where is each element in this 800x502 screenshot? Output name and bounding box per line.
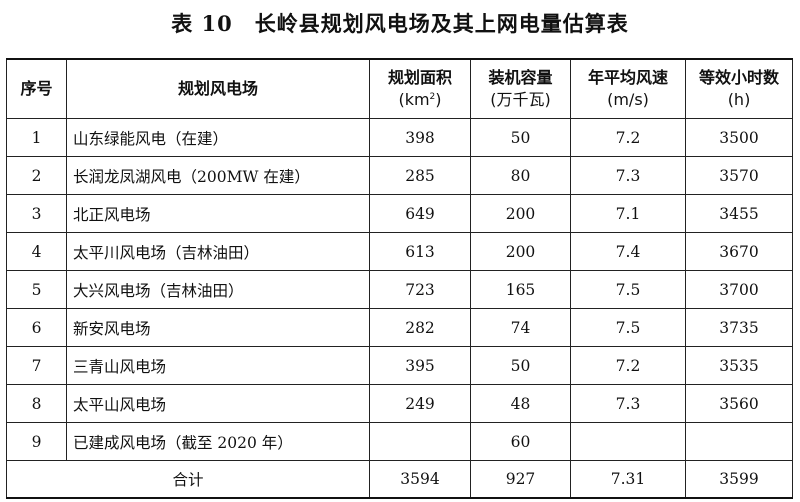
cell-capacity: 50	[470, 346, 571, 385]
cell-wind: 7.1	[570, 194, 686, 233]
cell-capacity: 48	[470, 384, 571, 423]
cell-no: 9	[6, 422, 67, 461]
cell-hours: 3570	[685, 156, 793, 195]
cell-capacity: 60	[470, 422, 571, 461]
cell-wind	[570, 422, 686, 461]
cell-area	[369, 422, 471, 461]
table-row: 6 新安风电场 282 74 7.5 3735	[6, 308, 793, 347]
total-hours: 3599	[685, 460, 793, 499]
cell-hours: 3700	[685, 270, 793, 309]
table-row: 1 山东绿能风电（在建） 398 50 7.2 3500	[6, 118, 793, 157]
total-capacity: 927	[470, 460, 571, 499]
cell-no: 3	[6, 194, 67, 233]
cell-area: 649	[369, 194, 471, 233]
header-wind: 年平均风速 (m/s)	[570, 58, 686, 119]
cell-no: 5	[6, 270, 67, 309]
cell-area: 285	[369, 156, 471, 195]
cell-area: 249	[369, 384, 471, 423]
table-row: 4 太平川风电场（吉林油田） 613 200 7.4 3670	[6, 232, 793, 271]
cell-name: 北正风电场	[66, 194, 370, 233]
cell-wind: 7.4	[570, 232, 686, 271]
cell-name: 长润龙凤湖风电（200MW 在建）	[66, 156, 370, 195]
cell-wind: 7.3	[570, 156, 686, 195]
cell-name: 大兴风电场（吉林油田）	[66, 270, 370, 309]
cell-capacity: 50	[470, 118, 571, 157]
header-wind-unit: (m/s)	[607, 90, 649, 109]
header-row: 序号 规划风电场 规划面积 (km2) 装机容量 (万千瓦) 年平均风速 (m/…	[6, 58, 793, 119]
cell-no: 1	[6, 118, 67, 157]
total-row: 合计 3594 927 7.31 3599	[6, 460, 793, 499]
table-row: 8 太平山风电场 249 48 7.3 3560	[6, 384, 793, 423]
cell-hours: 3670	[685, 232, 793, 271]
cell-name: 已建成风电场（截至 2020 年）	[66, 422, 370, 461]
cell-capacity: 74	[470, 308, 571, 347]
total-label: 合计	[6, 460, 370, 499]
cell-area: 282	[369, 308, 471, 347]
cell-no: 7	[6, 346, 67, 385]
cell-name: 太平川风电场（吉林油田）	[66, 232, 370, 271]
cell-name: 太平山风电场	[66, 384, 370, 423]
table-number: 表 10	[171, 11, 233, 36]
cell-capacity: 200	[470, 232, 571, 271]
cell-wind: 7.2	[570, 346, 686, 385]
header-name: 规划风电场	[66, 58, 370, 119]
cell-no: 8	[6, 384, 67, 423]
header-capacity-unit: (万千瓦)	[490, 90, 551, 109]
cell-no: 4	[6, 232, 67, 271]
cell-area: 398	[369, 118, 471, 157]
cell-area: 395	[369, 346, 471, 385]
cell-hours: 3560	[685, 384, 793, 423]
table-title: 长岭县规划风电场及其上网电量估算表	[254, 11, 629, 36]
total-area: 3594	[369, 460, 471, 499]
cell-capacity: 165	[470, 270, 571, 309]
cell-hours: 3535	[685, 346, 793, 385]
cell-capacity: 200	[470, 194, 571, 233]
cell-hours	[685, 422, 793, 461]
header-hours: 等效小时数 (h)	[685, 58, 793, 119]
header-area: 规划面积 (km2)	[369, 58, 471, 119]
table-row: 5 大兴风电场（吉林油田） 723 165 7.5 3700	[6, 270, 793, 309]
cell-name: 山东绿能风电（在建）	[66, 118, 370, 157]
wind-farm-table: 序号 规划风电场 规划面积 (km2) 装机容量 (万千瓦) 年平均风速 (m/…	[6, 58, 793, 499]
header-no: 序号	[6, 58, 67, 119]
table-row: 3 北正风电场 649 200 7.1 3455	[6, 194, 793, 233]
cell-area: 723	[369, 270, 471, 309]
cell-wind: 7.2	[570, 118, 686, 157]
cell-wind: 7.3	[570, 384, 686, 423]
cell-wind: 7.5	[570, 270, 686, 309]
table-caption: 表 10 长岭县规划风电场及其上网电量估算表	[0, 6, 800, 42]
header-area-unit: (km2)	[398, 90, 442, 109]
header-hours-unit: (h)	[727, 90, 751, 109]
header-capacity: 装机容量 (万千瓦)	[470, 58, 571, 119]
cell-name: 新安风电场	[66, 308, 370, 347]
cell-no: 6	[6, 308, 67, 347]
cell-wind: 7.5	[570, 308, 686, 347]
cell-hours: 3455	[685, 194, 793, 233]
table-row: 2 长润龙凤湖风电（200MW 在建） 285 80 7.3 3570	[6, 156, 793, 195]
cell-area: 613	[369, 232, 471, 271]
total-wind: 7.31	[570, 460, 686, 499]
cell-name: 三青山风电场	[66, 346, 370, 385]
cell-hours: 3500	[685, 118, 793, 157]
table-row: 9 已建成风电场（截至 2020 年） 60	[6, 422, 793, 461]
cell-hours: 3735	[685, 308, 793, 347]
table-row: 7 三青山风电场 395 50 7.2 3535	[6, 346, 793, 385]
cell-no: 2	[6, 156, 67, 195]
cell-capacity: 80	[470, 156, 571, 195]
